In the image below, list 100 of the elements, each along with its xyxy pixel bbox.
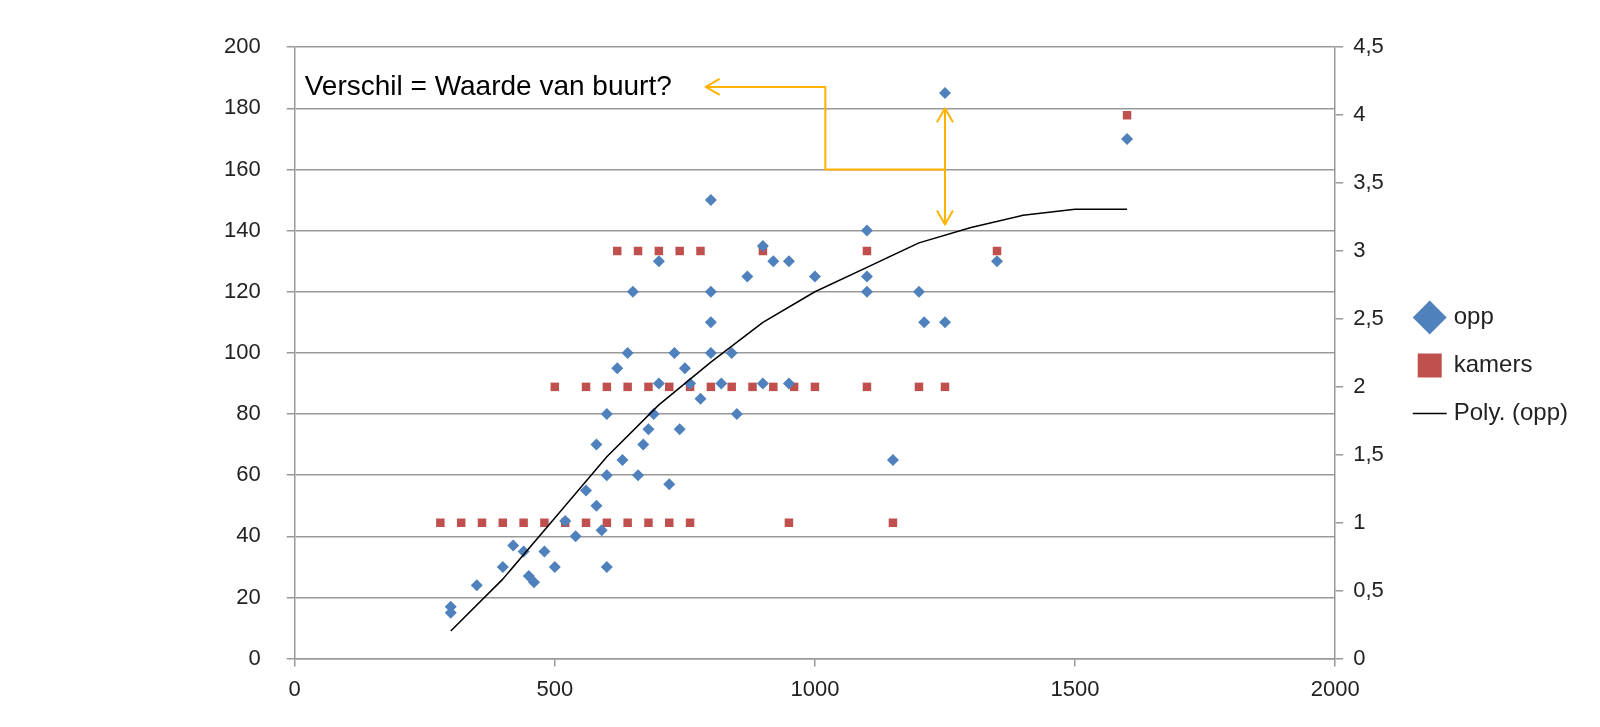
x-tick-label: 0 [288, 675, 301, 701]
point [611, 362, 624, 375]
point [652, 377, 665, 390]
point [522, 570, 535, 583]
point [626, 285, 639, 298]
y-tick-label: 20 [236, 583, 261, 609]
point [644, 382, 653, 392]
point [600, 469, 613, 482]
point [1121, 132, 1134, 145]
point [632, 469, 645, 482]
y-tick-label: 140 [223, 216, 261, 242]
point [678, 362, 691, 375]
point [663, 478, 676, 491]
point [741, 270, 754, 283]
point [569, 530, 582, 543]
y-tick-label: 120 [223, 277, 261, 303]
y-tick-label: 160 [223, 155, 261, 181]
y-tick-label: 0 [248, 644, 261, 670]
point [456, 518, 466, 527]
point [938, 87, 951, 100]
y2-tick-label: 0,5 [1353, 576, 1384, 602]
x-tick-label: 2000 [1310, 675, 1360, 701]
point [538, 545, 551, 558]
point [590, 499, 603, 512]
point [938, 316, 951, 329]
point [769, 382, 778, 392]
point [782, 377, 795, 390]
point [642, 423, 655, 436]
y2-tick-label: 0 [1353, 644, 1366, 670]
point [548, 560, 561, 573]
point [756, 239, 769, 252]
point [912, 285, 925, 298]
y-tick-label: 40 [236, 522, 261, 548]
x-tick-label: 500 [536, 675, 574, 701]
point [496, 560, 509, 573]
y2-tick-label: 3,5 [1353, 169, 1384, 195]
point [767, 255, 780, 268]
point [470, 579, 483, 592]
point [784, 518, 794, 527]
point [600, 560, 613, 573]
point [637, 438, 650, 451]
point [623, 382, 632, 392]
point [623, 518, 632, 527]
point [756, 377, 769, 390]
y2-tick-label: 3 [1353, 237, 1366, 263]
point [540, 518, 549, 527]
point [581, 518, 591, 527]
point [436, 518, 445, 527]
point [991, 255, 1003, 268]
point [715, 377, 728, 390]
point [782, 255, 795, 268]
point [580, 484, 593, 497]
legend-label: opp [1453, 302, 1494, 330]
point [665, 518, 674, 527]
point [727, 382, 736, 392]
y2-tick-label: 4,5 [1353, 33, 1384, 59]
point [519, 518, 528, 527]
point [595, 524, 608, 537]
legend-label: Poly. (opp) [1453, 398, 1569, 426]
point [644, 518, 653, 527]
y2-tick-label: 1 [1353, 508, 1366, 534]
y-tick-label: 180 [223, 94, 261, 120]
point [602, 518, 612, 527]
y-tick-label: 80 [236, 400, 261, 426]
point [621, 346, 634, 359]
point [704, 316, 717, 329]
point [600, 408, 613, 421]
point [886, 453, 899, 466]
point [652, 255, 665, 268]
point [860, 270, 873, 283]
x-tick-label: 1000 [790, 675, 840, 701]
point [888, 518, 898, 527]
point [860, 285, 873, 298]
legend-label: kamers [1453, 350, 1533, 378]
point [748, 382, 757, 392]
point [860, 224, 873, 237]
point [590, 438, 603, 451]
point [685, 518, 695, 527]
point [498, 518, 508, 527]
point [616, 453, 629, 466]
point [918, 316, 931, 329]
point [528, 576, 541, 589]
point [477, 518, 487, 527]
point [665, 382, 674, 392]
y-tick-label: 60 [236, 461, 261, 487]
point [673, 423, 686, 436]
y2-tick-label: 2 [1353, 372, 1366, 398]
y2-tick-label: 1,5 [1353, 440, 1384, 466]
y-tick-label: 100 [223, 338, 261, 364]
point [696, 246, 705, 256]
point [725, 346, 738, 359]
point [668, 346, 681, 359]
point [675, 246, 684, 256]
x-tick-label: 1500 [1050, 675, 1100, 701]
y2-tick-label: 4 [1353, 101, 1366, 127]
y2-tick-label: 2,5 [1353, 305, 1384, 330]
y-tick-label: 200 [223, 33, 261, 59]
point [694, 392, 707, 405]
point [704, 194, 717, 207]
point [730, 408, 743, 421]
